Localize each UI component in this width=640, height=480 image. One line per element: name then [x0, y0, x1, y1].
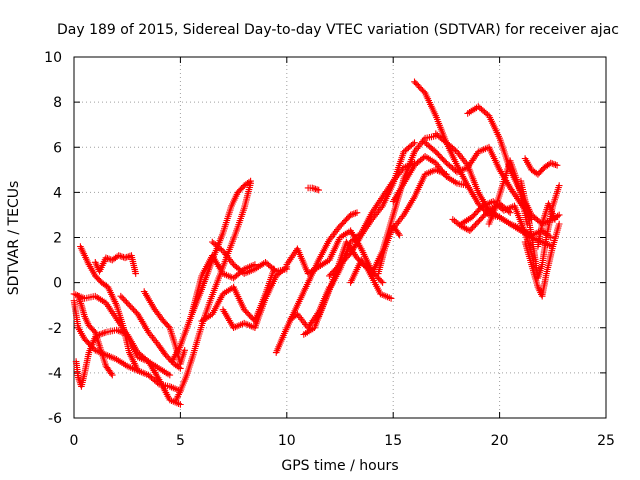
x-tick-label: 15 — [384, 433, 402, 449]
series-markers — [219, 263, 291, 331]
y-tick-labels: -6 -4 -2 0 2 4 6 8 10 — [44, 50, 62, 427]
series-trace-35 — [521, 155, 561, 178]
series-trace-34 — [521, 220, 563, 300]
series-markers — [534, 200, 559, 250]
series-markers — [517, 177, 563, 282]
series-markers — [92, 252, 139, 277]
x-axis-label: GPS time / hours — [281, 458, 398, 474]
series-trace-36 — [534, 200, 559, 250]
series-trace-05 — [72, 326, 174, 390]
x-tick-label: 25 — [597, 433, 615, 449]
series-markers — [187, 252, 259, 320]
series-trace-14 — [219, 263, 291, 331]
y-tick-label: 0 — [53, 276, 62, 292]
series-trace-19 — [304, 184, 322, 194]
series-markers — [521, 155, 561, 178]
x-tick-label: 10 — [278, 433, 296, 449]
x-tick-label: 0 — [70, 433, 79, 449]
series-markers — [304, 184, 322, 194]
x-tick-label: 5 — [176, 433, 185, 449]
series-layer — [70, 78, 563, 408]
tick-layer — [73, 56, 607, 419]
series-trace-12 — [198, 265, 278, 325]
series-markers — [140, 288, 188, 368]
grid-layer — [74, 57, 606, 418]
chart-title: Day 189 of 2015, Sidereal Day-to-day VTE… — [57, 22, 619, 38]
series-markers — [521, 220, 563, 300]
series-trace-13 — [209, 238, 291, 277]
y-axis-label: SDTVAR / TECUs — [6, 181, 22, 296]
series-trace-03 — [92, 252, 139, 277]
x-tick-label: 20 — [491, 433, 509, 449]
series-trace-31 — [458, 198, 537, 264]
series-trace-33 — [517, 177, 563, 282]
y-tick-label: 8 — [53, 95, 62, 111]
series-markers — [72, 326, 174, 390]
series-markers — [389, 153, 471, 205]
series-markers — [209, 238, 291, 277]
series-trace-10 — [168, 177, 254, 365]
y-tick-label: -4 — [48, 366, 62, 382]
y-tick-label: -6 — [48, 411, 62, 427]
series-trace-08 — [140, 288, 188, 368]
y-tick-label: -2 — [48, 321, 62, 337]
series-trace-02 — [77, 243, 142, 374]
series-markers — [458, 198, 537, 264]
series-markers — [326, 139, 418, 280]
y-tick-label: 10 — [44, 50, 62, 66]
y-tick-label: 2 — [53, 231, 62, 247]
series-markers — [75, 292, 116, 379]
series-trace-25 — [389, 153, 471, 205]
series-trace-21 — [326, 139, 418, 280]
series-trace-06 — [75, 292, 116, 379]
series-markers — [77, 243, 142, 374]
y-tick-label: 6 — [53, 140, 62, 156]
series-trace-11 — [187, 252, 259, 320]
series-markers — [198, 265, 278, 325]
y-tick-label: 4 — [53, 185, 62, 201]
series-markers — [168, 177, 254, 365]
x-tick-labels: 0 5 10 15 20 25 — [70, 433, 615, 449]
